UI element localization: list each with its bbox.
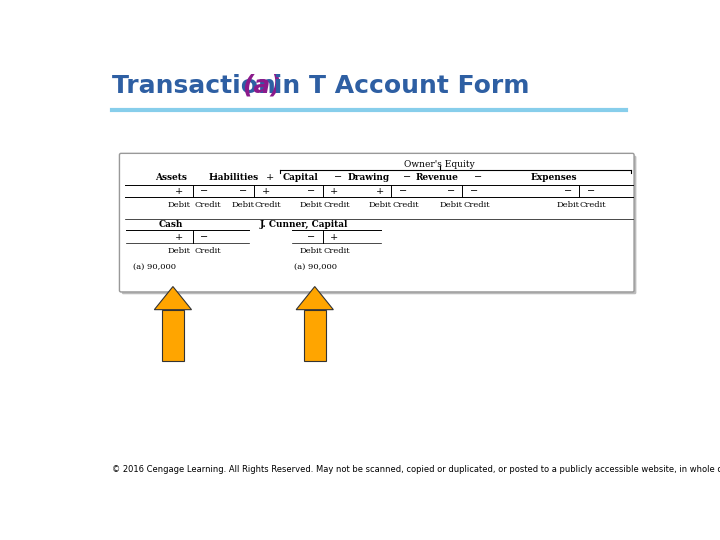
Text: Debit: Debit	[300, 247, 323, 255]
Text: −: −	[587, 187, 595, 195]
Polygon shape	[304, 309, 325, 361]
Text: Cash: Cash	[158, 220, 183, 230]
Text: Debit: Debit	[231, 201, 254, 209]
Text: −: −	[474, 173, 482, 182]
Text: −: −	[470, 187, 478, 195]
Text: +: +	[262, 187, 270, 195]
Text: Revenue: Revenue	[415, 173, 459, 182]
Text: Transaction: Transaction	[112, 74, 284, 98]
Text: Owner's Equity: Owner's Equity	[404, 160, 475, 168]
Text: +: +	[176, 233, 184, 242]
Polygon shape	[162, 309, 184, 361]
Text: −: −	[402, 173, 410, 182]
Text: −: −	[200, 187, 208, 195]
Text: Expenses: Expenses	[531, 173, 577, 182]
Text: Credit: Credit	[392, 201, 418, 209]
Text: Credit: Credit	[323, 247, 350, 255]
Text: +: +	[176, 187, 184, 195]
Text: −: −	[307, 233, 315, 242]
Text: Capital: Capital	[282, 173, 318, 182]
Text: Credit: Credit	[255, 201, 282, 209]
Text: © 2016 Cengage Learning. All Rights Reserved. May not be scanned, copied or dupl: © 2016 Cengage Learning. All Rights Rese…	[112, 465, 720, 475]
Text: −: −	[446, 187, 455, 195]
Text: Debit: Debit	[368, 201, 391, 209]
Text: Credit: Credit	[463, 201, 490, 209]
Text: Debit: Debit	[168, 201, 191, 209]
Text: −: −	[334, 173, 342, 182]
Text: Debit: Debit	[556, 201, 579, 209]
Text: +: +	[266, 173, 274, 182]
Text: Liabilities: Liabilities	[209, 173, 259, 182]
Text: Debit: Debit	[439, 201, 462, 209]
Text: J. Cunner, Capital: J. Cunner, Capital	[260, 220, 348, 230]
Text: (a) 90,000: (a) 90,000	[132, 262, 176, 271]
Text: (a) 90,000: (a) 90,000	[294, 262, 337, 271]
Text: −: −	[200, 233, 208, 242]
Text: Debit: Debit	[300, 201, 323, 209]
Text: −: −	[399, 187, 407, 195]
Text: −: −	[210, 173, 217, 182]
Text: Drawing: Drawing	[348, 173, 390, 182]
Text: Assets: Assets	[155, 173, 186, 182]
Text: Credit: Credit	[194, 247, 220, 255]
Text: +: +	[376, 187, 384, 195]
Polygon shape	[296, 287, 333, 309]
Text: Credit: Credit	[323, 201, 350, 209]
Text: −: −	[564, 187, 572, 195]
Text: (a): (a)	[242, 74, 282, 98]
Text: −: −	[307, 187, 315, 195]
Text: Debit: Debit	[168, 247, 191, 255]
Text: Credit: Credit	[194, 201, 220, 209]
Text: Credit: Credit	[580, 201, 606, 209]
Text: +: +	[330, 233, 338, 242]
Polygon shape	[154, 287, 192, 309]
Text: −: −	[238, 187, 247, 195]
FancyBboxPatch shape	[122, 156, 636, 294]
Text: in T Account Form: in T Account Form	[265, 74, 530, 98]
FancyBboxPatch shape	[120, 153, 634, 292]
Text: +: +	[330, 187, 338, 195]
